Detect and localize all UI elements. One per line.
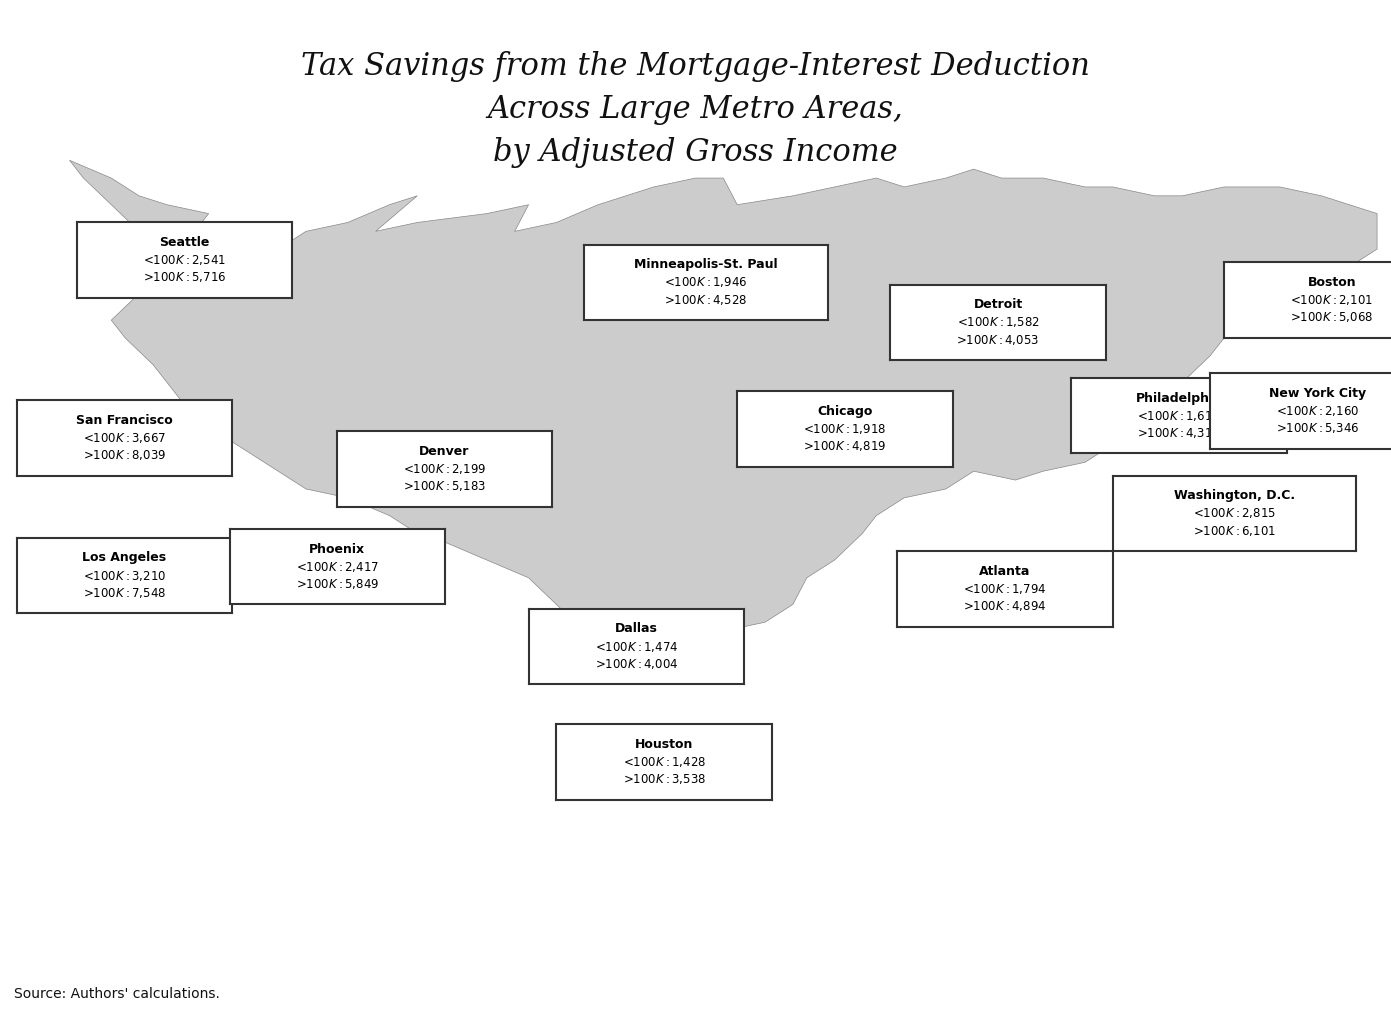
Text: <$100K: $2,815: <$100K: $2,815 [1193, 506, 1276, 521]
Text: Atlanta: Atlanta [979, 565, 1031, 578]
Text: <$100K: $3,210: <$100K: $3,210 [83, 569, 166, 583]
Text: >$100K: $4,004: >$100K: $4,004 [594, 657, 679, 671]
Text: <$100K: $1,794: <$100K: $1,794 [963, 582, 1047, 596]
Text: Houston: Houston [636, 738, 693, 750]
Text: >$100K: $5,346: >$100K: $5,346 [1277, 422, 1359, 435]
Text: Washington, D.C.: Washington, D.C. [1174, 489, 1295, 502]
Text: >$100K: $5,716: >$100K: $5,716 [143, 271, 225, 285]
Text: <$100K: $2,417: <$100K: $2,417 [296, 560, 378, 574]
Text: >$100K: $4,894: >$100K: $4,894 [963, 599, 1047, 613]
Text: <$100K: $1,474: <$100K: $1,474 [594, 639, 679, 653]
Text: <$100K: $1,946: <$100K: $1,946 [665, 276, 747, 289]
Text: Minneapolis-St. Paul: Minneapolis-St. Paul [634, 258, 778, 272]
Text: >$100K: $3,538: >$100K: $3,538 [623, 772, 705, 786]
Text: <$100K: $2,101: <$100K: $2,101 [1291, 293, 1373, 307]
Text: <$100K: $1,428: <$100K: $1,428 [623, 756, 705, 769]
Text: Tax Savings from the Mortgage-Interest Deduction
Across Large Metro Areas,
by Ad: Tax Savings from the Mortgage-Interest D… [300, 51, 1091, 168]
Text: <$100K: $2,199: <$100K: $2,199 [403, 461, 485, 476]
Text: <$100K: $2,160: <$100K: $2,160 [1277, 404, 1359, 419]
Text: New York City: New York City [1270, 387, 1366, 400]
Text: Boston: Boston [1308, 276, 1356, 289]
Text: Los Angeles: Los Angeles [82, 551, 167, 565]
Text: Phoenix: Phoenix [309, 542, 366, 555]
Text: <$100K: $1,918: <$100K: $1,918 [804, 422, 886, 436]
Text: Seattle: Seattle [159, 236, 210, 249]
Text: <$100K: $2,541: <$100K: $2,541 [143, 253, 225, 268]
Text: <$100K: $1,616: <$100K: $1,616 [1138, 408, 1220, 423]
Text: Dallas: Dallas [615, 623, 658, 635]
Polygon shape [70, 160, 1377, 676]
Text: >$100K: $4,528: >$100K: $4,528 [665, 293, 747, 306]
Text: Philadelphia: Philadelphia [1135, 391, 1223, 404]
Text: <$100K: $1,582: <$100K: $1,582 [957, 315, 1039, 330]
Text: Denver: Denver [419, 445, 470, 457]
Text: Detroit: Detroit [974, 298, 1022, 311]
Text: <$100K: $3,667: <$100K: $3,667 [83, 431, 166, 445]
Text: >$100K: $7,548: >$100K: $7,548 [83, 586, 166, 599]
Text: Source: Authors' calculations.: Source: Authors' calculations. [14, 986, 220, 1001]
Text: >$100K: $4,316: >$100K: $4,316 [1138, 426, 1220, 440]
Text: >$100K: $8,039: >$100K: $8,039 [83, 448, 166, 463]
Text: San Francisco: San Francisco [77, 414, 172, 427]
Text: >$100K: $5,849: >$100K: $5,849 [296, 577, 378, 591]
Text: Chicago: Chicago [818, 405, 872, 418]
Text: >$100K: $5,183: >$100K: $5,183 [403, 479, 485, 493]
Text: >$100K: $4,053: >$100K: $4,053 [957, 333, 1039, 346]
Text: >$100K: $4,819: >$100K: $4,819 [804, 439, 886, 453]
Text: >$100K: $5,068: >$100K: $5,068 [1291, 310, 1373, 325]
Text: >$100K: $6,101: >$100K: $6,101 [1193, 524, 1276, 537]
